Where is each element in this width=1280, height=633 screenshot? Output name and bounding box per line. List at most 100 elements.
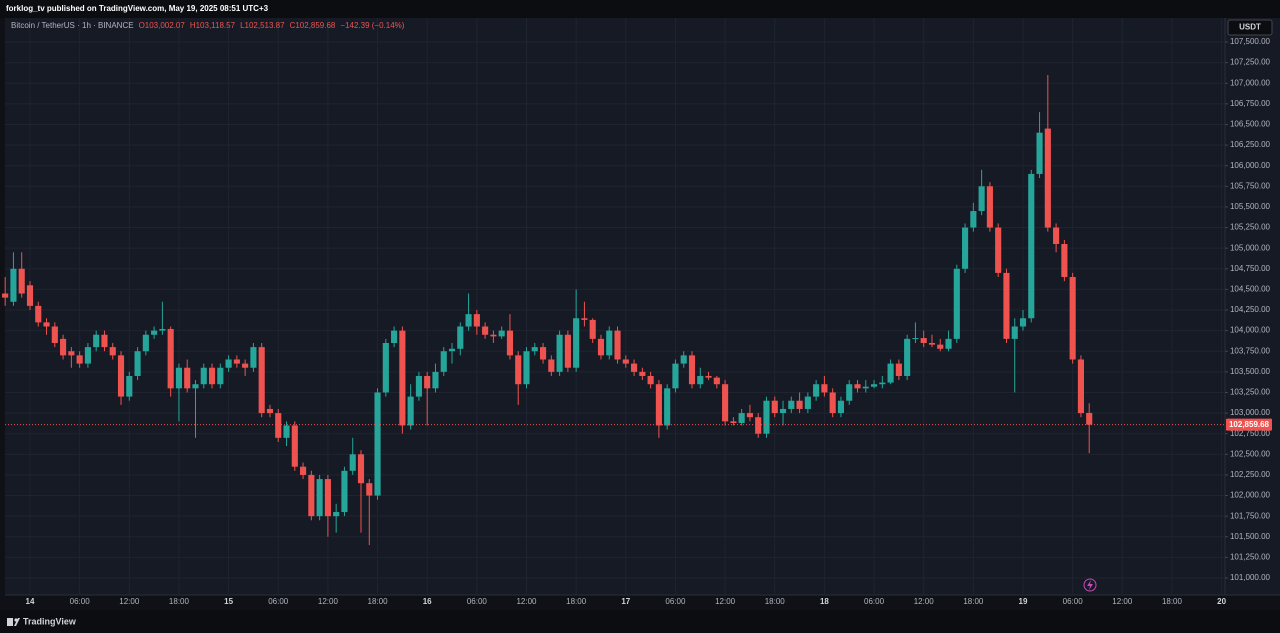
y-tick-label: 103,500.00 — [1230, 367, 1271, 376]
x-tick-label: 06:00 — [864, 597, 885, 606]
candle-body — [970, 211, 977, 228]
x-tick-label: 06:00 — [268, 597, 289, 606]
candle-body — [465, 314, 472, 327]
published-note: forklog_tv published on TradingView.com,… — [6, 4, 269, 13]
currency-label: USDT — [1239, 23, 1261, 32]
candle-body — [308, 474, 315, 517]
candle-body — [473, 314, 480, 327]
candle-body — [978, 186, 985, 212]
x-tick-label: 12:00 — [318, 597, 339, 606]
candle-body — [357, 454, 365, 484]
candle-body — [722, 384, 729, 422]
y-tick-label: 107,500.00 — [1230, 37, 1271, 46]
candle-body — [622, 359, 629, 364]
x-tick-label: 18 — [820, 597, 829, 606]
candle-body — [109, 347, 116, 356]
x-tick-label: 17 — [621, 597, 630, 606]
candle-body — [953, 268, 960, 339]
candle-body — [35, 305, 42, 323]
candle-body — [854, 384, 861, 389]
candle-body — [995, 227, 1002, 273]
candle-body — [60, 338, 67, 356]
last-price-box — [1226, 418, 1272, 431]
candle-body — [1053, 227, 1060, 245]
candle-body — [779, 408, 787, 414]
y-tick-label: 103,250.00 — [1230, 388, 1271, 397]
footer-brand: TradingView — [23, 616, 77, 626]
candle-body — [945, 338, 952, 349]
x-tick-label: 15 — [224, 597, 233, 606]
candle-body — [93, 334, 100, 348]
candle-body — [912, 338, 919, 340]
y-tick-label: 104,000.00 — [1230, 326, 1271, 335]
candle-body — [548, 359, 555, 372]
candle-body — [167, 328, 174, 389]
candle-body — [829, 392, 836, 414]
candle-body — [755, 417, 762, 434]
y-tick-label: 101,250.00 — [1230, 553, 1271, 562]
y-tick-label: 102,750.00 — [1230, 429, 1271, 438]
y-tick-label: 107,250.00 — [1230, 58, 1271, 67]
candle-body — [870, 384, 878, 387]
grid — [5, 18, 1225, 595]
candle-body — [432, 371, 439, 389]
candle-body — [391, 330, 398, 343]
candle-body — [382, 342, 389, 393]
y-tick-label: 103,750.00 — [1230, 346, 1271, 355]
candle-body — [738, 413, 745, 423]
x-tick-label: 19 — [1019, 597, 1028, 606]
candle-body — [159, 328, 166, 331]
candle-body — [837, 400, 845, 414]
candle-body — [84, 347, 91, 364]
candle-body — [862, 386, 869, 389]
symbol: Bitcoin / TetherUS · 1h · BINANCE — [11, 21, 134, 30]
candle-body — [664, 388, 671, 426]
candle-body — [457, 326, 464, 349]
candle-body — [539, 347, 547, 360]
x-tick-label: 06:00 — [1063, 597, 1084, 606]
candle-body — [920, 338, 927, 343]
candle-body — [688, 355, 696, 385]
candle-body — [680, 355, 687, 364]
candle-body — [333, 512, 340, 517]
candle-body — [523, 351, 530, 385]
candle-body — [440, 351, 447, 372]
top-bar — [0, 0, 1280, 18]
candle-body — [506, 330, 514, 356]
candle-body — [68, 351, 75, 356]
y-tick-label: 105,750.00 — [1230, 181, 1271, 190]
candle-body — [366, 483, 373, 496]
candle-body — [1069, 277, 1076, 360]
candle-body — [341, 470, 348, 513]
candle-body — [631, 363, 638, 372]
candle-body — [275, 413, 282, 438]
candle-body — [804, 396, 811, 409]
candle-body — [730, 421, 737, 423]
candle-body — [771, 400, 778, 414]
candle-body — [589, 319, 596, 339]
candle-body — [655, 384, 662, 426]
price-axis — [1225, 18, 1280, 595]
candle-body — [316, 479, 323, 517]
y-tick-label: 105,000.00 — [1230, 243, 1271, 252]
candle-body — [705, 375, 712, 378]
x-tick-label: 06:00 — [665, 597, 686, 606]
lightning-icon[interactable] — [1083, 578, 1097, 592]
candle-body — [746, 413, 753, 418]
candle-body — [126, 375, 133, 397]
x-tick-label: 20 — [1217, 597, 1226, 606]
candle-body — [43, 322, 50, 327]
x-tick-label: 12:00 — [1112, 597, 1133, 606]
candle-body — [962, 227, 969, 269]
chart-legend: Bitcoin / TetherUS · 1h · BINANCE O103,00… — [11, 21, 405, 30]
candle-body — [482, 326, 489, 335]
legend-value: H103,118.57 — [190, 21, 236, 30]
candle-body — [407, 396, 414, 426]
candle-body — [821, 384, 828, 393]
candle-body — [300, 466, 307, 475]
currency-box[interactable] — [1227, 19, 1273, 36]
candle-body — [233, 359, 240, 364]
candle-body — [614, 330, 621, 360]
x-tick-label: 06:00 — [467, 597, 488, 606]
candle-body — [200, 367, 207, 385]
